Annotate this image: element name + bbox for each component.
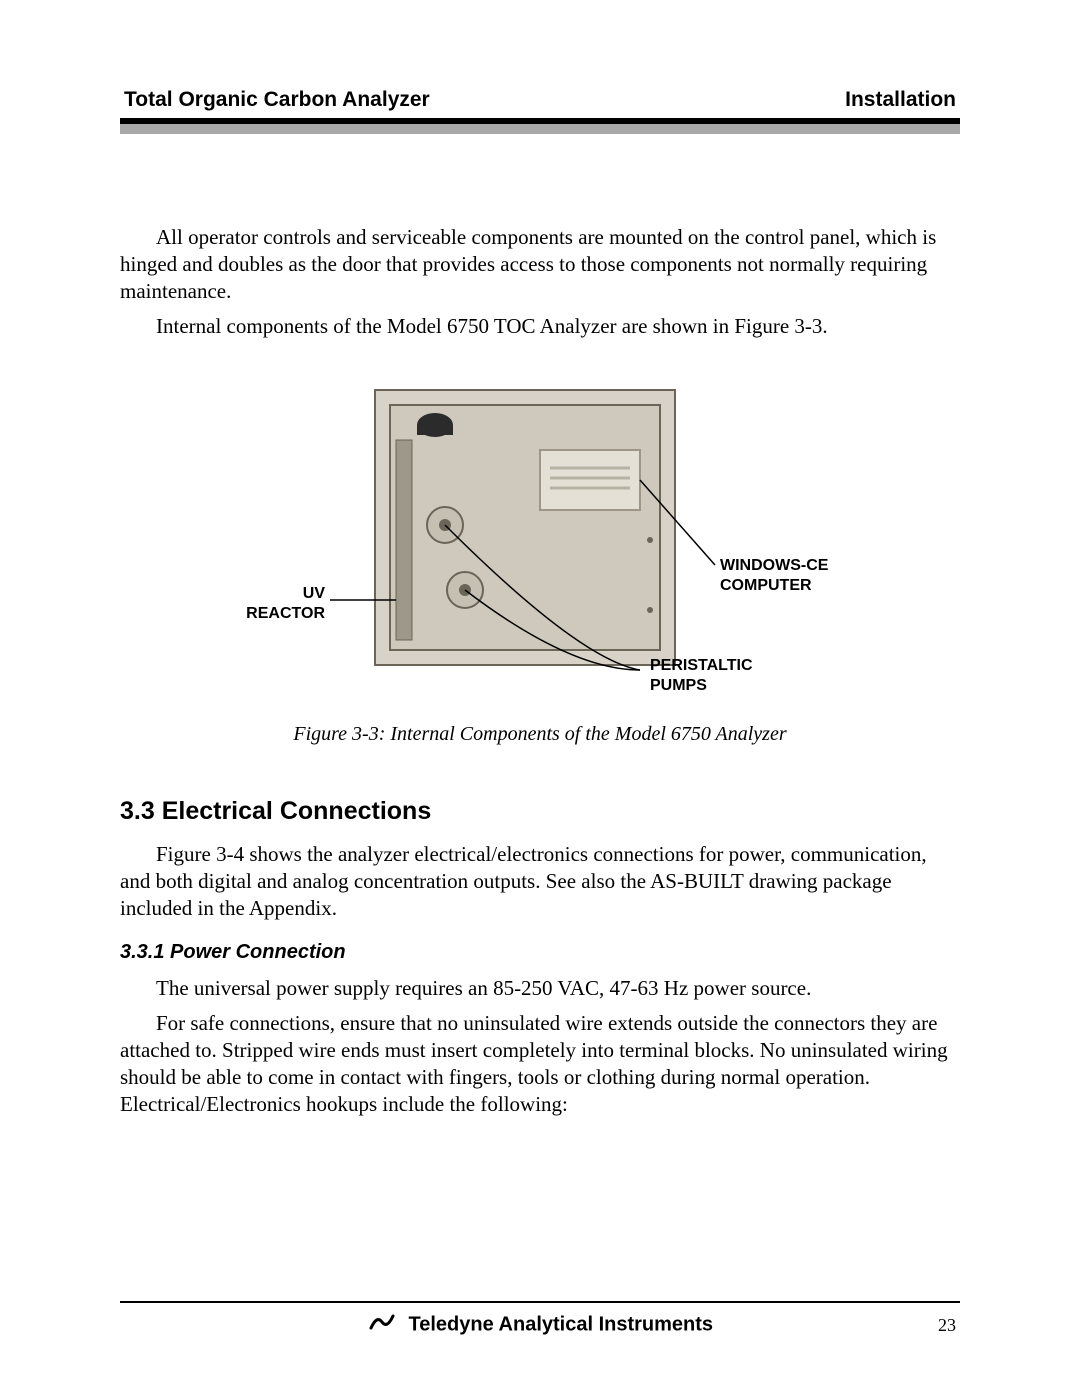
footer: Teledyne Analytical Instruments 23: [120, 1301, 960, 1337]
header-row: Total Organic Carbon Analyzer Installati…: [120, 88, 960, 118]
page-number: 23: [938, 1315, 956, 1336]
label-uv-top: UV: [303, 585, 326, 602]
screw-1: [647, 537, 653, 543]
figure-3-3: UV REACTOR WINDOWS-CE COMPUTER PERISTALT…: [120, 380, 960, 710]
label-pump-bottom: PUMPS: [650, 677, 707, 694]
header-left: Total Organic Carbon Analyzer: [124, 88, 430, 112]
paragraph-2: Internal components of the Model 6750 TO…: [120, 313, 960, 340]
header-rule-grey: [120, 124, 960, 134]
figure-caption: Figure 3-3: Internal Components of the M…: [120, 722, 960, 748]
footer-logo-icon: [367, 1313, 397, 1337]
heading-3-3-1: 3.3.1 Power Connection: [120, 940, 960, 966]
header-right: Installation: [845, 88, 956, 112]
header-bar: Total Organic Carbon Analyzer Installati…: [120, 88, 960, 134]
screw-2: [647, 607, 653, 613]
content-area: All operator controls and serviceable co…: [120, 224, 960, 1118]
paragraph-4: The universal power supply requires an 8…: [120, 975, 960, 1002]
figure-svg: UV REACTOR WINDOWS-CE COMPUTER PERISTALT…: [220, 380, 860, 710]
footer-row: Teledyne Analytical Instruments 23: [120, 1313, 960, 1337]
label-uv-bottom: REACTOR: [246, 605, 325, 622]
top-knob-base: [417, 425, 453, 435]
computer-plate: [540, 450, 640, 510]
label-pump-top: PERISTALTIC: [650, 657, 753, 674]
footer-rule: [120, 1301, 960, 1303]
label-win-top: WINDOWS-CE: [720, 557, 829, 574]
paragraph-1: All operator controls and serviceable co…: [120, 224, 960, 305]
heading-3-3: 3.3 Electrical Connections: [120, 795, 960, 827]
footer-brand: Teledyne Analytical Instruments: [409, 1313, 714, 1335]
paragraph-3: Figure 3-4 shows the analyzer electrical…: [120, 841, 960, 922]
label-win-bottom: COMPUTER: [720, 577, 812, 594]
uv-reactor: [396, 440, 412, 640]
page-container: Total Organic Carbon Analyzer Installati…: [0, 0, 1080, 1397]
paragraph-5: For safe connections, ensure that no uni…: [120, 1010, 960, 1118]
